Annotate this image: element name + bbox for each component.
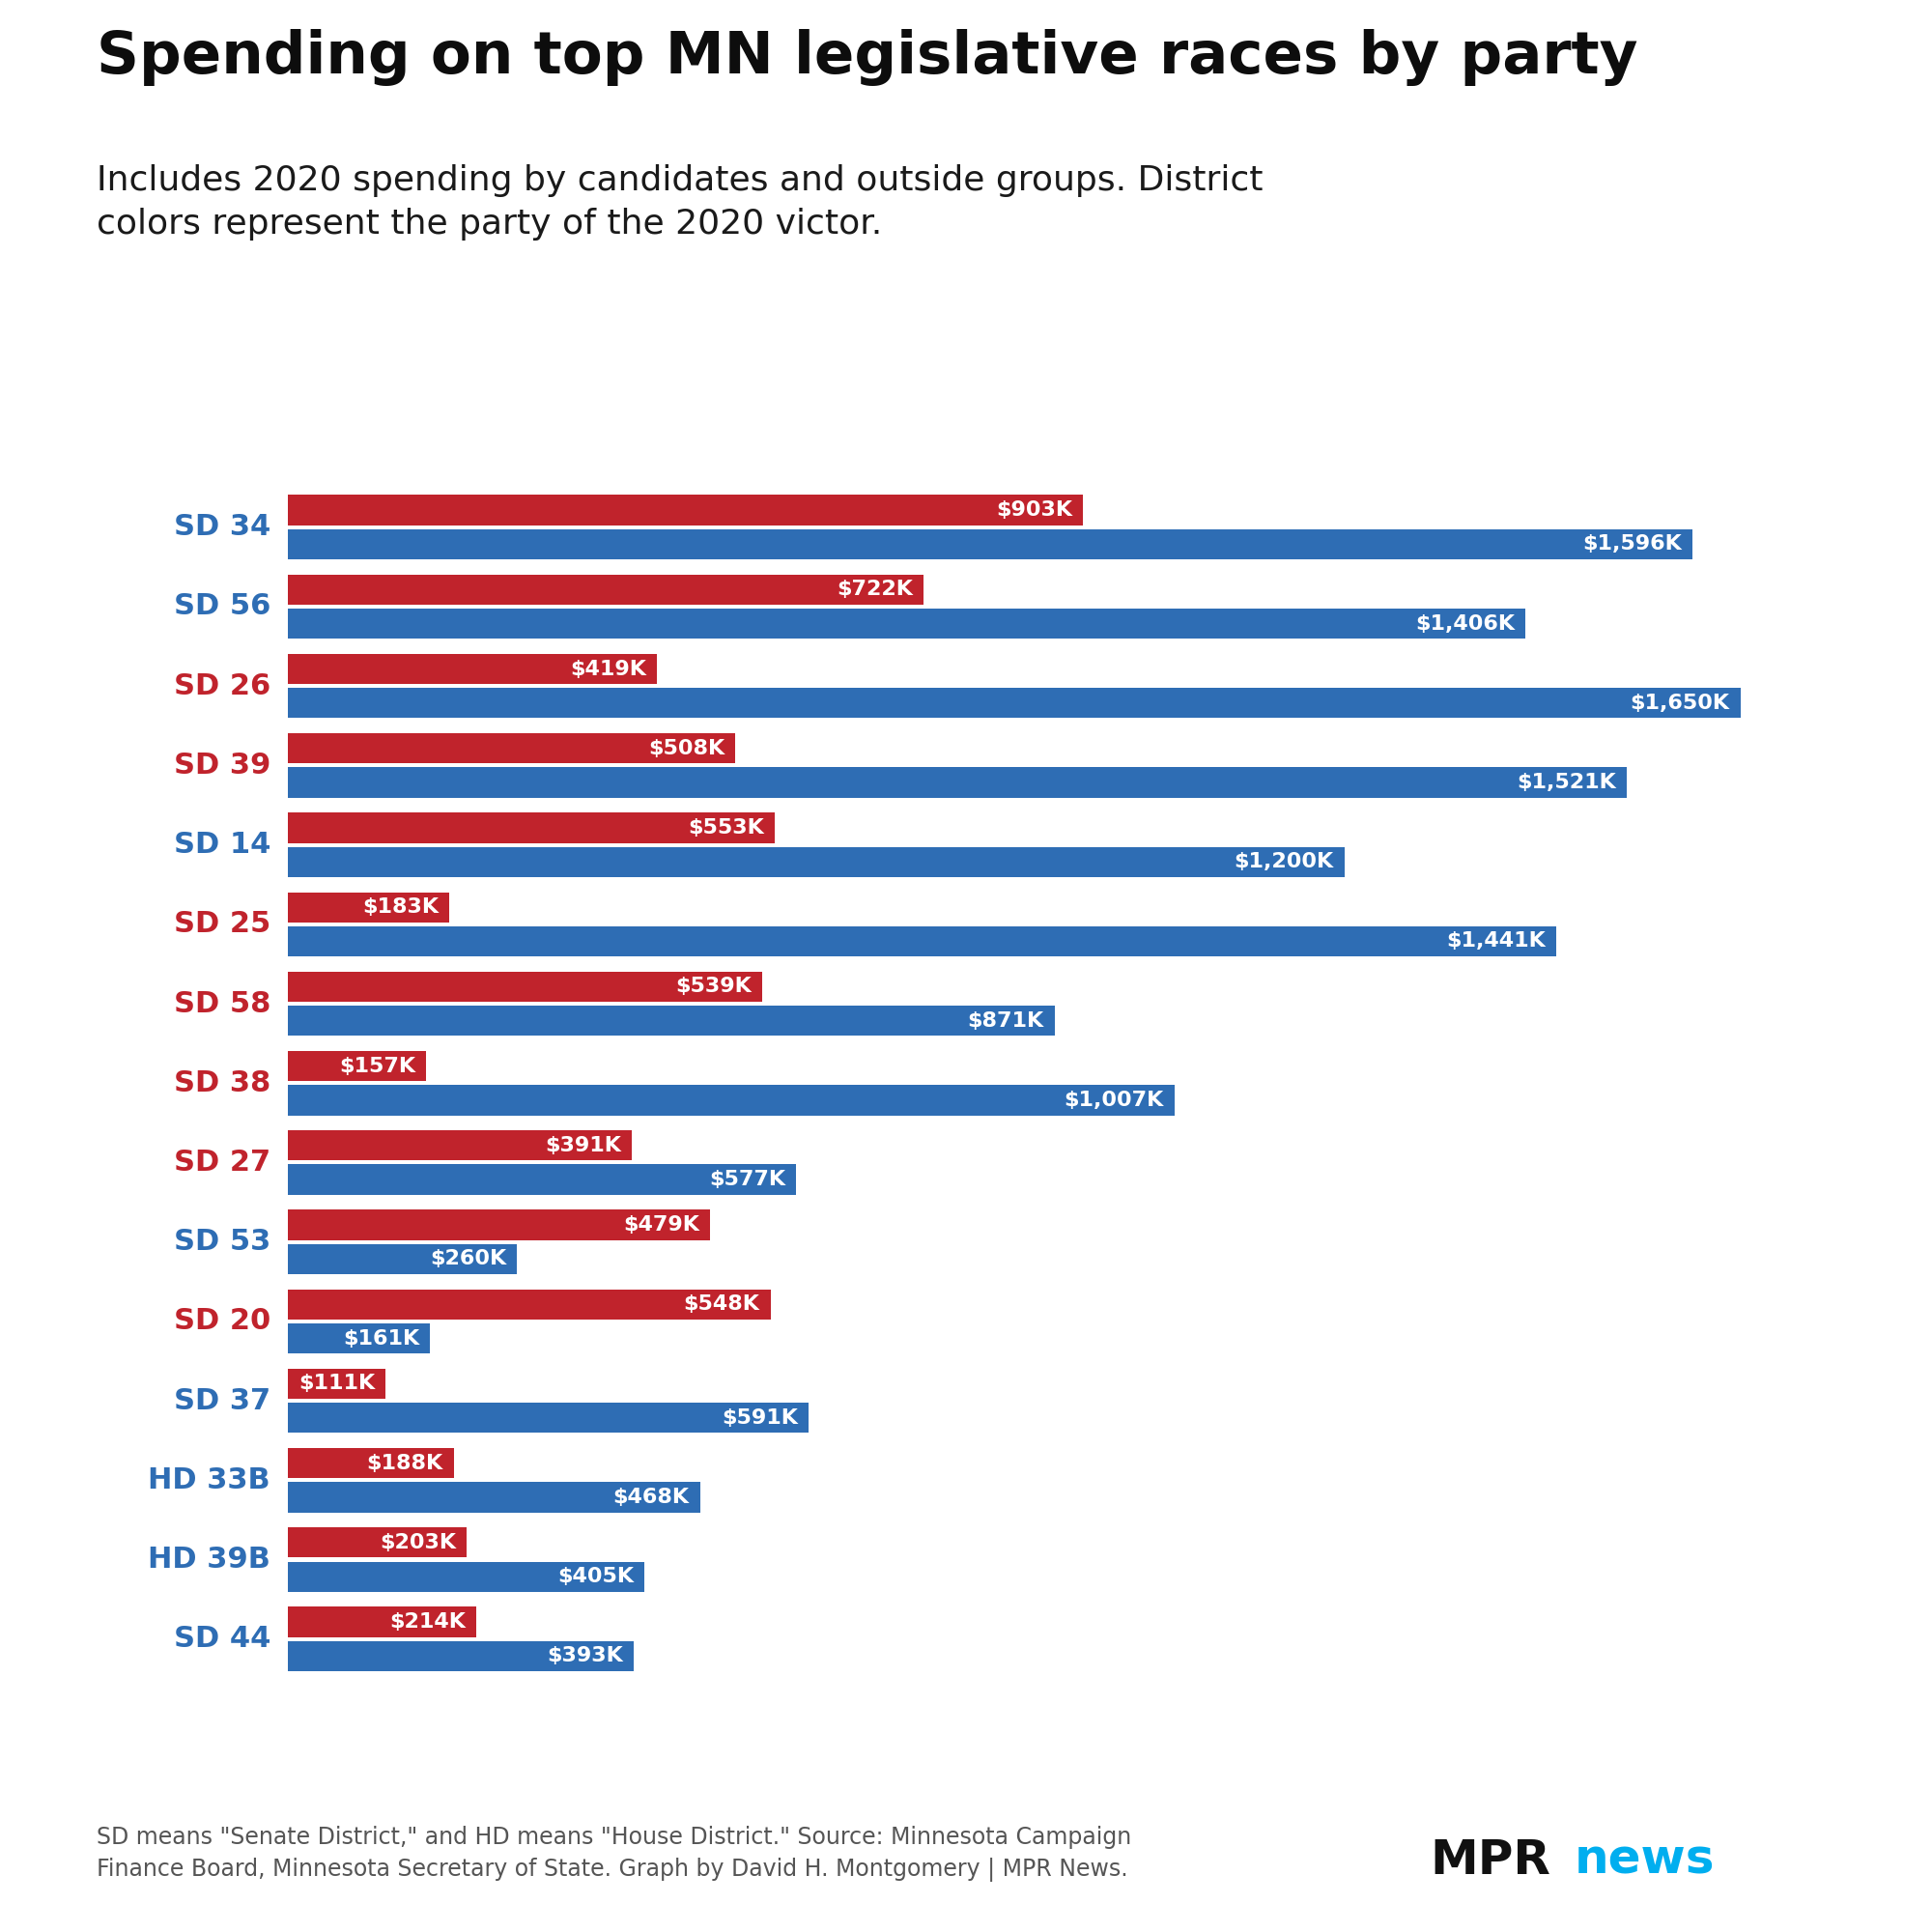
Bar <box>288 653 657 684</box>
Bar <box>288 1368 386 1399</box>
Text: $1,200K: $1,200K <box>1235 852 1333 871</box>
Text: $391K: $391K <box>545 1136 622 1155</box>
Bar <box>288 1007 1055 1036</box>
Text: $1,406K: $1,406K <box>1416 614 1515 634</box>
Bar <box>288 1289 771 1320</box>
Text: $591K: $591K <box>721 1408 798 1428</box>
Text: $419K: $419K <box>570 659 647 678</box>
Bar <box>288 1482 699 1513</box>
Text: news: news <box>1575 1837 1716 1884</box>
Text: $903K: $903K <box>997 500 1072 520</box>
Text: SD 34: SD 34 <box>174 514 270 541</box>
Bar <box>288 495 1082 526</box>
Text: HD 33B: HD 33B <box>149 1466 270 1493</box>
Bar <box>288 1130 632 1161</box>
Text: SD 58: SD 58 <box>174 989 270 1018</box>
Text: $479K: $479K <box>622 1215 699 1235</box>
Text: $548K: $548K <box>684 1294 759 1314</box>
Bar <box>288 1561 645 1592</box>
Text: SD 26: SD 26 <box>174 672 270 699</box>
Bar <box>288 574 923 605</box>
Text: $393K: $393K <box>547 1646 624 1665</box>
Text: $468K: $468K <box>612 1488 690 1507</box>
Bar <box>288 846 1345 877</box>
Bar <box>288 972 763 1001</box>
Bar <box>288 1051 427 1082</box>
Text: $161K: $161K <box>342 1329 419 1349</box>
Bar <box>288 1640 634 1671</box>
Text: Includes 2020 spending by candidates and outside groups. District
colors represe: Includes 2020 spending by candidates and… <box>97 164 1264 240</box>
Bar <box>288 767 1627 798</box>
Text: $1,521K: $1,521K <box>1517 773 1617 792</box>
Bar <box>288 1165 796 1194</box>
Bar <box>288 813 775 842</box>
Text: SD 25: SD 25 <box>174 910 270 939</box>
Text: $722K: $722K <box>837 580 914 599</box>
Text: $405K: $405K <box>558 1567 634 1586</box>
Text: $1,596K: $1,596K <box>1582 535 1683 554</box>
Bar <box>288 1323 429 1354</box>
Text: SD 38: SD 38 <box>174 1068 270 1097</box>
Text: MPR: MPR <box>1430 1837 1549 1884</box>
Text: $183K: $183K <box>363 898 439 918</box>
Text: SD 53: SD 53 <box>174 1229 270 1256</box>
Text: HD 39B: HD 39B <box>149 1546 270 1573</box>
Text: $1,441K: $1,441K <box>1447 931 1546 951</box>
Bar <box>288 1403 808 1434</box>
Bar <box>288 893 448 922</box>
Text: $157K: $157K <box>340 1057 415 1076</box>
Bar <box>288 529 1692 560</box>
Text: $508K: $508K <box>649 738 724 757</box>
Text: $1,007K: $1,007K <box>1065 1090 1163 1109</box>
Text: SD 56: SD 56 <box>174 593 270 620</box>
Text: SD 44: SD 44 <box>174 1625 270 1654</box>
Bar <box>288 688 1741 719</box>
Text: $203K: $203K <box>381 1532 456 1551</box>
Text: $111K: $111K <box>299 1374 375 1393</box>
Bar <box>288 609 1526 639</box>
Text: $1,650K: $1,650K <box>1631 694 1729 713</box>
Text: $214K: $214K <box>390 1613 466 1633</box>
Text: $539K: $539K <box>676 978 752 997</box>
Bar <box>288 734 736 763</box>
Text: SD means "Senate District," and HD means "House District." Source: Minnesota Cam: SD means "Senate District," and HD means… <box>97 1826 1132 1882</box>
Text: SD 27: SD 27 <box>174 1148 270 1177</box>
Text: $553K: $553K <box>688 817 765 837</box>
Bar <box>288 1447 454 1478</box>
Bar <box>288 1244 518 1273</box>
Text: $188K: $188K <box>367 1453 442 1472</box>
Text: SD 39: SD 39 <box>174 752 270 779</box>
Bar <box>288 1086 1175 1115</box>
Bar <box>288 925 1557 956</box>
Text: $260K: $260K <box>431 1250 506 1269</box>
Text: SD 37: SD 37 <box>174 1387 270 1414</box>
Text: SD 20: SD 20 <box>174 1308 270 1335</box>
Text: Spending on top MN legislative races by party: Spending on top MN legislative races by … <box>97 29 1638 85</box>
Bar <box>288 1528 468 1557</box>
Text: SD 14: SD 14 <box>174 831 270 860</box>
Text: $577K: $577K <box>709 1171 784 1190</box>
Bar <box>288 1607 477 1636</box>
Bar <box>288 1209 709 1240</box>
Text: $871K: $871K <box>968 1010 1043 1030</box>
